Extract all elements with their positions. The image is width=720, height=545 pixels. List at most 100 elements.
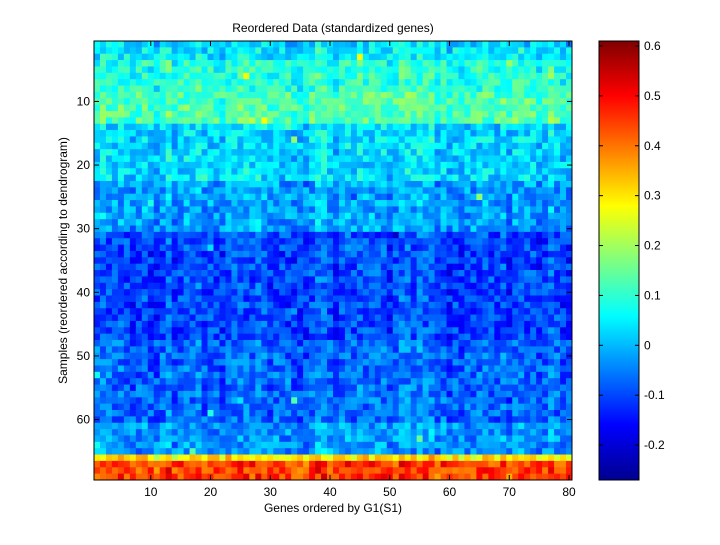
heatmap-cell (344, 104, 352, 112)
heatmap-cell (291, 403, 298, 411)
heatmap-cell (111, 60, 119, 67)
heatmap-cell (362, 365, 370, 373)
heatmap-cell (237, 123, 244, 131)
heatmap-cell (111, 225, 119, 233)
heatmap-cell (344, 117, 352, 125)
heatmap-cell (159, 187, 167, 195)
heatmap-cell (518, 219, 525, 226)
heatmap-cell (440, 168, 447, 175)
heatmap-cell (231, 429, 238, 436)
heatmap-cell (542, 193, 549, 201)
heatmap-cell (524, 168, 531, 175)
heatmap-cell (566, 340, 573, 347)
heatmap-cell (530, 244, 537, 252)
heatmap-cell (111, 340, 119, 347)
heatmap-cell (189, 384, 196, 392)
heatmap-cell (500, 308, 507, 315)
heatmap-cell (476, 359, 483, 366)
heatmap-cell (500, 149, 507, 156)
heatmap-cell (500, 270, 507, 277)
heatmap-cell (356, 352, 364, 360)
heatmap-cell (506, 314, 513, 322)
heatmap-cell (380, 41, 388, 48)
heatmap-cell (416, 352, 423, 360)
heatmap-cell (183, 289, 190, 296)
heatmap-cell (94, 60, 101, 67)
heatmap-cell (476, 110, 483, 118)
heatmap-cell (506, 110, 513, 118)
heatmap-cell (482, 123, 489, 131)
heatmap-cell (482, 282, 489, 290)
heatmap-cell (201, 155, 208, 163)
heatmap-cell (207, 282, 214, 290)
heatmap-cell (201, 314, 208, 322)
heatmap-cell (267, 212, 274, 220)
heatmap-cell (291, 422, 298, 430)
heatmap-cell (279, 359, 286, 366)
heatmap-cell (434, 263, 441, 271)
heatmap-cell (344, 231, 352, 239)
heatmap-cell (452, 320, 459, 328)
heatmap-cell (315, 85, 322, 93)
heatmap-cell (291, 98, 298, 105)
heatmap-cell (350, 295, 358, 303)
heatmap-cell (123, 187, 131, 195)
heatmap-cell (464, 104, 471, 112)
heatmap-cell (398, 123, 406, 131)
heatmap-cell (249, 359, 256, 366)
heatmap-cell (267, 301, 274, 309)
heatmap-cell (255, 104, 262, 112)
heatmap-cell (398, 320, 406, 328)
heatmap-cell (488, 397, 495, 404)
heatmap-cell (404, 231, 412, 239)
heatmap-cell (356, 66, 364, 74)
heatmap-cell (273, 397, 280, 404)
heatmap-cell (416, 314, 423, 322)
heatmap-cell (446, 130, 453, 137)
heatmap-cell (183, 110, 190, 118)
heatmap-cell (315, 110, 322, 118)
heatmap-cell (410, 282, 417, 290)
heatmap-cell (285, 187, 292, 195)
heatmap-cell (482, 168, 489, 175)
heatmap-cell (368, 378, 376, 385)
heatmap-cell (536, 270, 543, 277)
heatmap-cell (404, 257, 412, 265)
heatmap-cell (392, 365, 400, 373)
heatmap-cell (350, 238, 358, 245)
heatmap-cell (177, 314, 184, 322)
heatmap-cell (536, 117, 543, 125)
heatmap-cell (225, 206, 232, 214)
heatmap-cell (536, 155, 543, 163)
heatmap-cell (165, 225, 173, 233)
heatmap-cell (303, 244, 310, 252)
heatmap-cell (195, 47, 202, 55)
heatmap-cell (386, 98, 394, 105)
heatmap-cell (392, 422, 400, 430)
heatmap-cell (315, 104, 322, 112)
heatmap-cell (201, 390, 208, 398)
heatmap-cell (356, 200, 364, 207)
heatmap-cell (392, 378, 400, 385)
heatmap-cell (141, 41, 149, 48)
heatmap-cell (452, 359, 459, 366)
heatmap-cell (249, 117, 256, 125)
heatmap-cell (297, 206, 304, 214)
heatmap-cell (279, 72, 286, 80)
heatmap-cell (476, 79, 483, 86)
heatmap-cell (177, 231, 184, 239)
heatmap-cell (201, 104, 208, 112)
heatmap-cell (285, 327, 292, 335)
heatmap-cell (117, 371, 125, 379)
heatmap-cell (428, 180, 435, 188)
heatmap-cell (213, 403, 220, 411)
heatmap-cell (117, 79, 125, 86)
heatmap-cell (374, 123, 382, 131)
heatmap-cell (344, 282, 352, 290)
heatmap-cell (177, 60, 184, 67)
heatmap-cell (344, 295, 352, 303)
heatmap-cell (374, 333, 382, 341)
heatmap-cell (356, 136, 364, 144)
heatmap-cell (512, 327, 519, 335)
heatmap-cell (434, 104, 441, 112)
